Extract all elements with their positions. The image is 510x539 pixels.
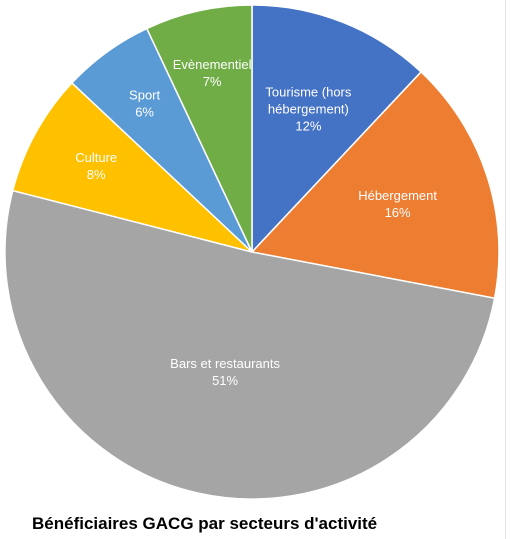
chart-title: Bénéficiaires GACG par secteurs d'activi… — [32, 514, 378, 533]
slice-label: Hébergement 16% — [358, 188, 437, 220]
slice-value-label: 16% — [385, 205, 411, 220]
slice-label: Culture 8% — [75, 150, 117, 182]
slice-category-label: Culture — [75, 150, 117, 165]
slice-value-label: 6% — [135, 105, 154, 120]
pie-slice — [4, 189, 496, 500]
pie-slice — [251, 4, 423, 254]
pie-slice — [250, 70, 500, 300]
slice-value-label: 12% — [295, 119, 321, 134]
pie-slices — [4, 4, 500, 500]
slice-category-label: hébergement) — [268, 102, 349, 117]
slice-category-label: Tourisme (hors — [265, 85, 351, 100]
slice-category-label: Sport — [129, 88, 160, 103]
slice-label: Evènementiel 7% — [173, 57, 252, 89]
slice-label: Tourisme (hors hébergement) 12% — [265, 85, 351, 134]
pie-slice — [145, 4, 253, 253]
slice-category-label: Hébergement — [358, 188, 437, 203]
frame-edge — [505, 0, 506, 539]
pie-slice — [11, 81, 253, 253]
pie-labels: Tourisme (hors hébergement) 12% Hébergement… — [75, 57, 437, 388]
slice-category-label: Bars et restaurants — [170, 356, 280, 371]
slice-value-label: 51% — [212, 373, 238, 388]
slice-label: Sport 6% — [129, 88, 160, 120]
slice-value-label: 7% — [203, 74, 222, 89]
slice-category-label: Evènementiel — [173, 57, 252, 72]
slice-value-label: 8% — [87, 167, 106, 182]
slice-label: Bars et restaurants 51% — [170, 356, 280, 388]
